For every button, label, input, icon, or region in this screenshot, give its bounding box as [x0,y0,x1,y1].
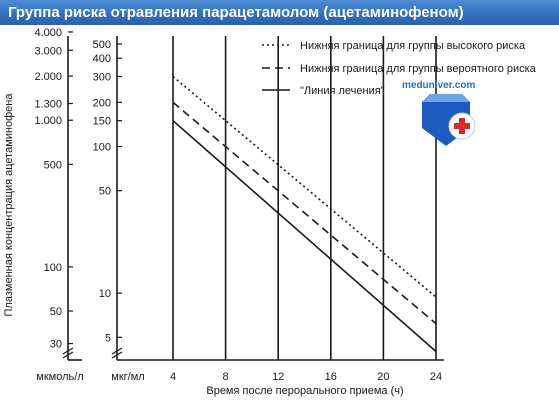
x-axis-label: Время после перорального приема (ч) [206,385,403,397]
series-lines [172,75,437,353]
axis-break-mark [111,347,123,355]
tick-label-umol: 500 [44,159,62,171]
x-tick-label: 12 [272,371,284,383]
x-tick-label: 20 [377,371,389,383]
y-ticks-mcg: 500 400 300 200 150 100 50 10 5 [93,39,122,344]
chart-title-bar: Группа риска отравления парацетамолом (а… [0,0,559,25]
y-ticks-umol: 4.000 3.000 2.000 1.300 1.000 500 100 50 30 [34,27,73,351]
x-ticks: 4 8 12 16 20 24 [170,371,442,383]
x-tick-label: 8 [223,371,229,383]
tick-label-mcg: 300 [93,72,111,84]
x-tick-label: 16 [325,371,337,383]
tick-label-mcg: 400 [93,53,111,65]
series-line-dashed [172,101,437,325]
legend-label: Нижняя граница для группы вероятного рис… [300,63,537,75]
tick-label-mcg: 100 [93,141,111,153]
tick-label-umol: 2.000 [34,71,62,83]
legend-label: Нижняя граница для группы высокого риска [300,40,526,52]
tick-label-umol: 30 [50,339,62,351]
tick-label-umol: 50 [50,306,62,318]
tick-label-mcg: 5 [105,332,111,344]
tick-label-mcg: 50 [99,186,111,198]
tick-label-mcg: 10 [99,288,111,300]
series-line-dotted [172,75,437,298]
tick-label-umol: 100 [44,262,62,274]
legend-label: "Линия лечения" [300,85,385,97]
y-unit-umol: мкмоль/л [36,371,83,383]
shield-highlight [422,94,470,102]
chart-legend: Нижняя граница для группы высокого риска… [262,40,537,97]
x-tick-label: 24 [430,371,442,383]
meduniver-logo: meduniver.com [400,80,500,150]
chart-axes [62,36,444,361]
tick-label-mcg: 500 [93,39,111,51]
logo-text: meduniver.com [402,80,476,91]
axis-break-mark [62,351,74,359]
tick-label-umol: 3.000 [34,45,62,57]
tick-label-mcg: 200 [93,97,111,109]
tick-label-umol: 4.000 [34,27,62,39]
tick-label-umol: 1.300 [34,99,62,111]
vertical-gridlines [172,36,437,360]
axis-break-mark [62,347,74,355]
y-unit-mcg: мкг/мл [111,371,144,383]
series-line-solid [172,120,437,353]
x-tick-label: 4 [170,371,176,383]
tick-label-mcg: 150 [93,116,111,128]
y-axis-label: Плазменная концентрация ацетаминофена [3,93,15,317]
axis-break-mark [111,351,123,359]
tick-label-umol: 1.000 [34,115,62,127]
